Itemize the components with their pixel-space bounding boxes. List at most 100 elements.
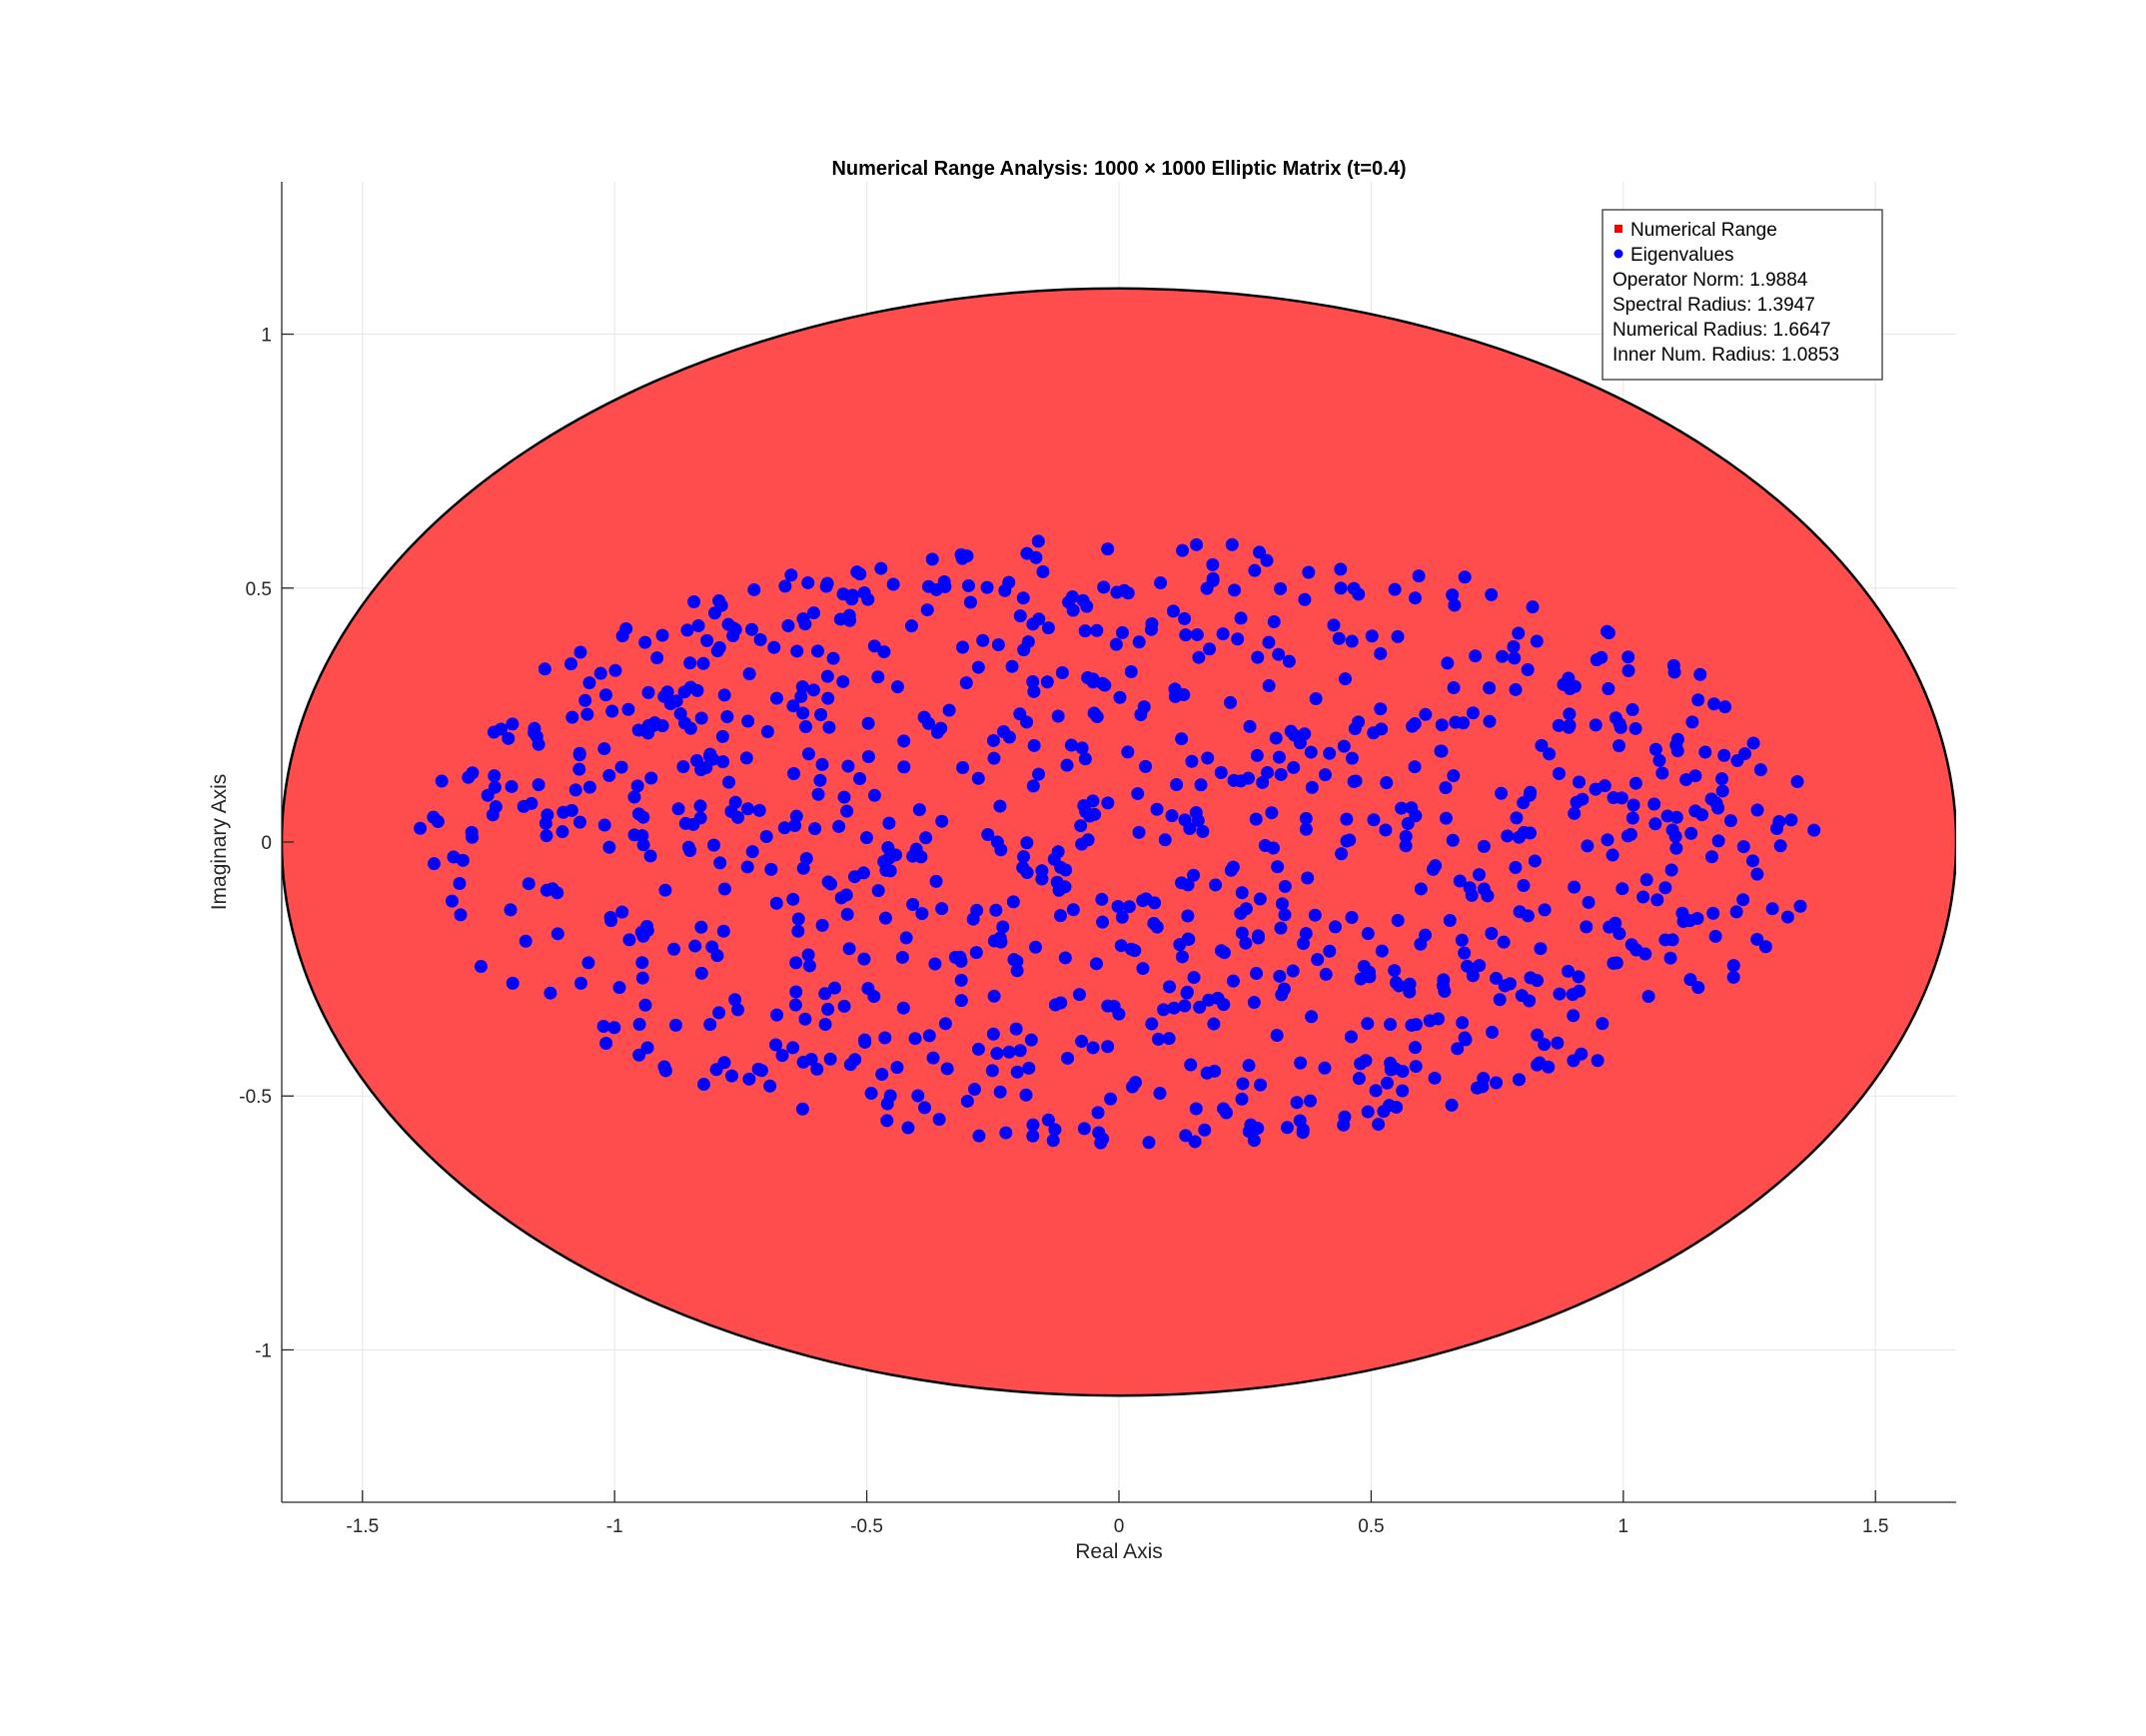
eigenvalue-point xyxy=(1202,993,1216,1007)
eigenvalue-point xyxy=(1715,784,1729,798)
eigenvalue-point xyxy=(694,711,708,725)
y-tick-label: 0.5 xyxy=(246,579,272,600)
eigenvalue-point xyxy=(818,1017,832,1031)
eigenvalue-point xyxy=(1446,588,1460,602)
eigenvalue-point xyxy=(1209,878,1223,892)
eigenvalue-point xyxy=(1745,854,1759,868)
eigenvalue-point xyxy=(840,907,854,921)
eigenvalue-point xyxy=(506,717,520,731)
eigenvalue-point xyxy=(1481,889,1495,903)
eigenvalue-point xyxy=(1717,748,1731,762)
eigenvalue-point xyxy=(667,942,681,956)
eigenvalue-point xyxy=(1582,895,1596,909)
eigenvalue-point xyxy=(1790,775,1804,789)
eigenvalue-point xyxy=(980,580,994,594)
eigenvalue-point xyxy=(1568,806,1582,820)
eigenvalue-point xyxy=(1304,745,1318,759)
eigenvalue-point xyxy=(857,952,871,966)
eigenvalue-point xyxy=(815,757,829,771)
eigenvalue-point xyxy=(1573,775,1587,789)
eigenvalue-point xyxy=(954,954,968,968)
eigenvalue-point xyxy=(961,578,975,592)
eigenvalue-point xyxy=(1486,1025,1500,1039)
eigenvalue-point xyxy=(1507,640,1521,654)
eigenvalue-point xyxy=(922,1029,936,1043)
eigenvalue-point xyxy=(904,619,918,633)
eigenvalue-point xyxy=(709,1063,723,1077)
eigenvalue-point xyxy=(1607,791,1620,805)
axes xyxy=(281,182,1956,1503)
eigenvalue-point xyxy=(1704,792,1718,806)
eigenvalue-point xyxy=(1688,769,1702,783)
y-tick-label: 0 xyxy=(261,833,272,854)
eigenvalue-point xyxy=(815,918,829,932)
eigenvalue-point xyxy=(1006,895,1020,909)
eigenvalue-point xyxy=(1414,937,1428,951)
eigenvalue-point xyxy=(801,575,815,589)
eigenvalue-point xyxy=(1753,763,1767,777)
eigenvalue-point xyxy=(1489,971,1503,985)
eigenvalue-point xyxy=(1736,893,1750,907)
eigenvalue-point xyxy=(488,769,502,783)
eigenvalue-point xyxy=(597,818,611,832)
eigenvalue-point xyxy=(1251,931,1265,945)
eigenvalue-point xyxy=(859,831,873,845)
eigenvalue-point xyxy=(1262,635,1276,649)
eigenvalue-point xyxy=(1235,886,1249,900)
eigenvalue-point xyxy=(1337,739,1351,753)
eigenvalue-point xyxy=(840,804,854,818)
eigenvalue-point xyxy=(632,1048,646,1062)
eigenvalue-point xyxy=(788,998,802,1012)
eigenvalue-point xyxy=(1206,571,1220,585)
eigenvalue-point xyxy=(1239,936,1253,950)
eigenvalue-point xyxy=(741,714,755,728)
eigenvalue-point xyxy=(897,734,911,748)
x-tick-label: 1 xyxy=(1618,1516,1629,1537)
eigenvalue-point xyxy=(799,851,813,865)
eigenvalue-point xyxy=(1142,1136,1156,1150)
eigenvalue-point xyxy=(1589,718,1603,732)
y-tick-label: 1 xyxy=(261,326,272,347)
eigenvalue-point xyxy=(1267,615,1281,629)
eigenvalue-point xyxy=(1461,959,1475,973)
eigenvalue-point xyxy=(1483,681,1497,695)
eigenvalue-point xyxy=(1173,938,1187,952)
eigenvalue-point xyxy=(1074,819,1088,833)
eigenvalue-point xyxy=(1384,1018,1398,1032)
eigenvalue-point xyxy=(650,651,664,665)
eigenvalue-point xyxy=(938,1017,952,1031)
eigenvalue-point xyxy=(1299,927,1313,941)
eigenvalue-point xyxy=(1040,675,1054,689)
eigenvalue-point xyxy=(1470,1081,1484,1095)
eigenvalue-point xyxy=(1248,563,1262,577)
eigenvalue-point xyxy=(741,802,755,816)
eigenvalue-point xyxy=(1275,897,1289,911)
eigenvalue-point xyxy=(1445,1098,1459,1112)
eigenvalue-point xyxy=(1162,1032,1176,1046)
eigenvalue-point xyxy=(1178,999,1192,1013)
eigenvalue-point xyxy=(882,816,896,830)
eigenvalue-point xyxy=(1663,951,1677,965)
eigenvalue-point xyxy=(932,1113,946,1127)
eigenvalue-point xyxy=(867,788,881,802)
eigenvalue-point xyxy=(991,638,1005,652)
eigenvalue-point xyxy=(819,579,833,593)
eigenvalue-point xyxy=(1101,1040,1115,1054)
eigenvalue-point xyxy=(956,640,970,654)
eigenvalue-point xyxy=(1278,879,1292,893)
eigenvalue-point xyxy=(1269,731,1283,745)
eigenvalue-point xyxy=(1718,700,1732,714)
eigenvalue-point xyxy=(971,771,985,785)
eigenvalue-point xyxy=(1428,1071,1442,1085)
eigenvalue-point xyxy=(822,720,836,734)
eigenvalue-point xyxy=(712,1006,726,1020)
eigenvalue-point xyxy=(717,688,731,702)
eigenvalue-point xyxy=(1448,598,1462,612)
eigenvalue-point xyxy=(1568,880,1582,894)
eigenvalue-point xyxy=(1403,977,1417,991)
eigenvalue-point xyxy=(607,1021,621,1035)
eigenvalue-point xyxy=(619,621,633,635)
eigenvalue-point xyxy=(1165,809,1179,823)
eigenvalue-point xyxy=(1466,706,1480,720)
eigenvalue-point xyxy=(1184,1058,1198,1072)
